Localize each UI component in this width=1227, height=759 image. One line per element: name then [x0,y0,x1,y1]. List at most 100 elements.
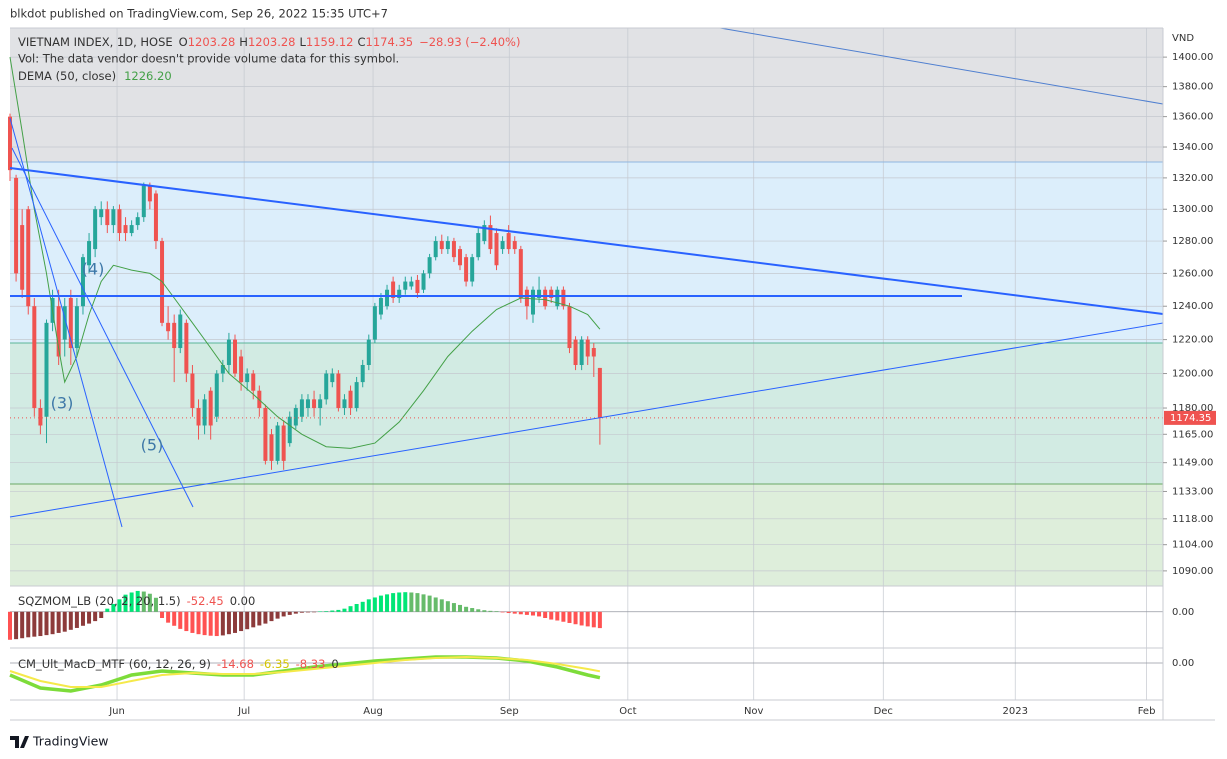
momentum-bar [464,606,469,612]
momentum-bar [208,611,213,636]
momentum-bar [476,609,481,612]
candle-body [293,408,298,426]
x-tick-label: Jul [237,706,250,717]
momentum-bar [561,611,566,622]
candle-body [494,233,499,266]
momentum-bar [87,611,92,624]
momentum-bar [257,611,262,626]
momentum-bar [567,611,572,623]
x-tick-label: Dec [874,706,893,717]
momentum-bar [378,595,383,612]
momentum-bar [99,611,104,618]
momentum-bar [111,604,116,612]
candle-body [208,390,213,426]
candle-body [324,373,329,400]
momentum-bar [458,604,463,612]
y-tick-label: 1300.00 [1172,204,1213,215]
candle-body [530,289,535,315]
momentum-bar [445,601,450,612]
trend-line [9,117,123,528]
candle-body [427,257,432,274]
candle-body [506,233,511,250]
momentum-bar [579,611,584,626]
candle-body [239,356,244,383]
momentum-bar [32,611,37,637]
candle-body [147,185,152,202]
candle-body [378,297,383,315]
candle-body [275,425,280,461]
momentum-bar [354,604,359,612]
l-label: L [300,35,307,49]
candle-body [226,339,231,365]
brand: TradingView [32,734,109,749]
y-tick-label: 1090.00 [1172,566,1213,577]
momentum-bar [68,611,73,630]
momentum-bar [74,611,79,628]
candle-body [415,279,420,294]
sqzmom-value: -52.45 [187,594,224,608]
candle-body [32,306,37,409]
candle-body [464,257,469,282]
momentum-bar [293,611,298,614]
x-tick-label: Aug [363,706,383,717]
candle-body [123,225,128,234]
momentum-bar [62,611,67,632]
momentum-bar [324,611,329,612]
momentum-bar [147,593,152,612]
momentum-bar [105,608,110,612]
candle-body [220,364,225,374]
momentum-bar [299,611,304,613]
publisher: blkdot published on TradingView.com, Sep… [10,7,388,21]
candle-body [172,322,177,349]
momentum-bar [372,597,377,612]
candle-body [166,322,171,332]
momentum-bar [251,611,256,628]
momentum-bar [318,611,323,612]
y-tick-label: 1360.00 [1172,112,1213,123]
y-tick-label: 1240.00 [1172,301,1213,312]
tv-logo: TradingView [10,734,109,749]
candle-body [470,257,475,282]
momentum-bar [214,611,219,637]
momentum-bar [305,611,310,613]
last-price-label: 1174.35 [1170,413,1211,424]
momentum-bar [287,611,292,615]
momentum-bar [537,611,542,617]
candle-body [87,241,92,266]
l-value: 1159.12 [306,35,354,49]
momentum-bar [281,611,286,617]
momentum-bar [226,611,231,635]
candle-body [579,339,584,365]
momentum-bar [20,611,25,639]
momentum-bar [591,611,596,628]
change: −28.93 (−2.40%) [419,35,520,49]
momentum-bar [360,601,365,612]
candle-body [190,373,195,409]
candle-body [433,241,438,258]
y-tick-label: 1149.00 [1172,458,1213,469]
momentum-bar [506,611,511,614]
h-label: H [239,35,248,49]
candle-body [397,289,402,298]
momentum-bar [14,611,19,640]
momentum-bar [348,606,353,612]
candle-body [287,416,292,444]
candle-body [196,408,201,426]
momentum-bar [427,595,432,612]
momentum-bar [153,597,158,612]
candle-body [141,185,146,218]
price-unit: VND [1172,33,1194,44]
y-tick-label: 1104.00 [1172,540,1213,551]
momentum-bar [184,611,189,632]
candle-body [342,399,347,409]
momentum-bar [269,611,274,622]
sqzmom-legend: SQZMOM_LB (20, 2, 20, 1.5) -52.45 0.00 [18,594,255,608]
candle-body [117,209,122,234]
zone-green [10,484,1163,586]
candle-body [500,241,505,250]
momentum-bar [93,611,98,622]
candle-body [74,306,79,349]
o-label: O [179,35,188,49]
momentum-bar [26,611,31,638]
candle-body [56,306,61,357]
